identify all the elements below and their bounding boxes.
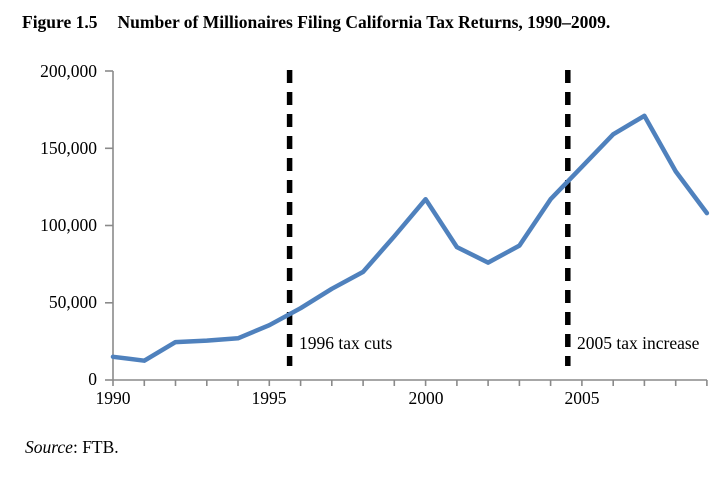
x-axis-tick-label: 1990	[95, 388, 131, 408]
y-axis-tick-label: 50,000	[48, 292, 97, 312]
y-axis-tick-label: 0	[88, 369, 97, 389]
x-axis-tick-label: 1995	[251, 388, 287, 408]
figure-heading: Number of Millionaires Filing California…	[117, 12, 611, 32]
annotation-1996-tax-cuts: 1996 tax cuts	[299, 333, 393, 353]
source-word: Source	[25, 437, 73, 457]
figure-title: Figure 1.5 Number of Millionaires Filing …	[22, 12, 610, 33]
annotation-2005-tax-increase: 2005 tax increase	[577, 333, 700, 353]
y-axis-tick-label: 100,000	[40, 215, 97, 235]
x-axis-tick-label: 2000	[408, 388, 444, 408]
figure-number: Figure 1.5	[22, 12, 98, 32]
y-axis-tick-label: 150,000	[40, 138, 97, 158]
source-text: : FTB.	[72, 437, 119, 457]
y-axis-tick-label: 200,000	[40, 61, 97, 81]
source-note: Source: FTB.	[25, 437, 119, 458]
data-series-line	[110, 113, 710, 363]
x-axis-tick-label: 2005	[564, 388, 600, 408]
